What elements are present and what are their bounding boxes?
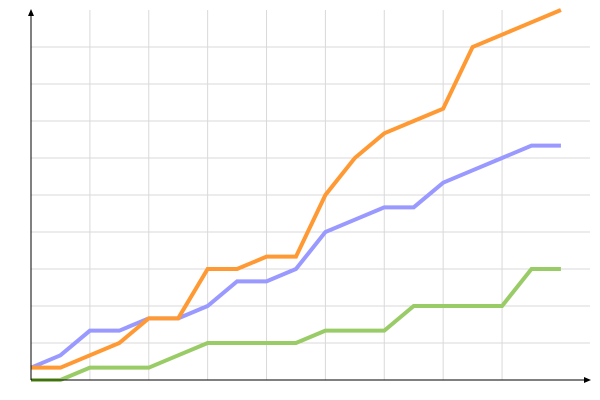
series-line-2 <box>31 8 562 370</box>
y-axis-arrow-icon <box>28 9 34 16</box>
series-line-1 <box>30 143 561 370</box>
x-axis-arrow-icon <box>584 377 591 383</box>
series-line-3 <box>31 267 561 382</box>
